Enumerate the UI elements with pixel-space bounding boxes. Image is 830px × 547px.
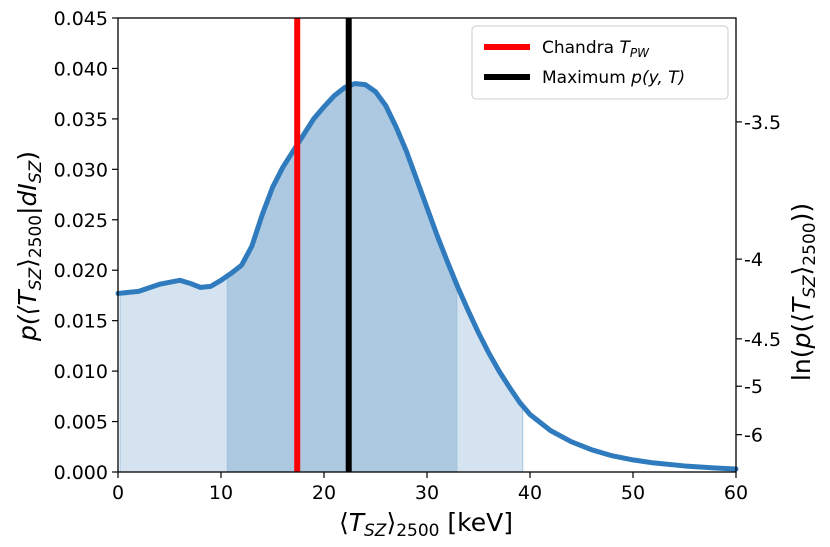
shaded-region-inner: [226, 83, 458, 473]
x-tick-label: 30: [415, 482, 439, 504]
y-tick-label: 0.005: [54, 412, 108, 434]
legend-box: [471, 25, 729, 100]
y-tick-label: 0.040: [54, 58, 108, 80]
y2-axis-title: ln(p(⟨TSZ⟩2500)): [787, 203, 820, 381]
y-tick-label: 0.025: [54, 210, 108, 232]
y-tick-label: 0.035: [54, 109, 108, 131]
x-axis-title: ⟨TSZ⟩2500 [keV]: [339, 508, 513, 541]
y2-tick-label: -5: [744, 376, 763, 398]
x-tick-label: 0: [112, 482, 124, 504]
y-tick-label: 0.010: [54, 361, 108, 383]
vertical-markers: [294, 18, 352, 472]
x-tick-label: 20: [312, 482, 336, 504]
y-axis-title: p(⟨TSZ⟩2500|dISZ): [13, 151, 46, 342]
y2-axis-ticks: -3.5 -4 -4.5 -5 -6: [736, 112, 781, 447]
y2-tick-label: -4: [744, 249, 763, 271]
x-tick-label: 60: [724, 482, 748, 504]
x-tick-label: 40: [518, 482, 542, 504]
y-tick-label: 0.015: [54, 311, 108, 333]
y2-tick-label: -4.5: [744, 329, 781, 351]
y-tick-label: 0.030: [54, 159, 108, 181]
legend: Chandra TPW Maximum p(y, T): [471, 25, 729, 100]
shaded-regions: [119, 83, 524, 473]
y2-tick-label: -3.5: [744, 112, 781, 134]
y-tick-label: 0.020: [54, 260, 108, 282]
x-tick-label: 10: [209, 482, 233, 504]
y-tick-label: 0.045: [54, 8, 108, 30]
x-tick-label: 50: [621, 482, 645, 504]
series-lines: [115, 81, 739, 472]
x-axis-ticks: 0 10 20 30 40 50 60: [112, 472, 748, 504]
legend-label-maximum: Maximum p(y, T): [542, 68, 685, 88]
legend-label-chandra: Chandra TPW: [542, 38, 650, 60]
y-axis-ticks: 0.000 0.005 0.010 0.015 0.020 0.025 0.030 0.035…: [54, 8, 118, 484]
series-line-posterior: [115, 81, 739, 472]
y2-tick-label: -6: [744, 425, 763, 447]
y-tick-label: 0.000: [54, 462, 108, 484]
plot-area: [115, 17, 739, 473]
